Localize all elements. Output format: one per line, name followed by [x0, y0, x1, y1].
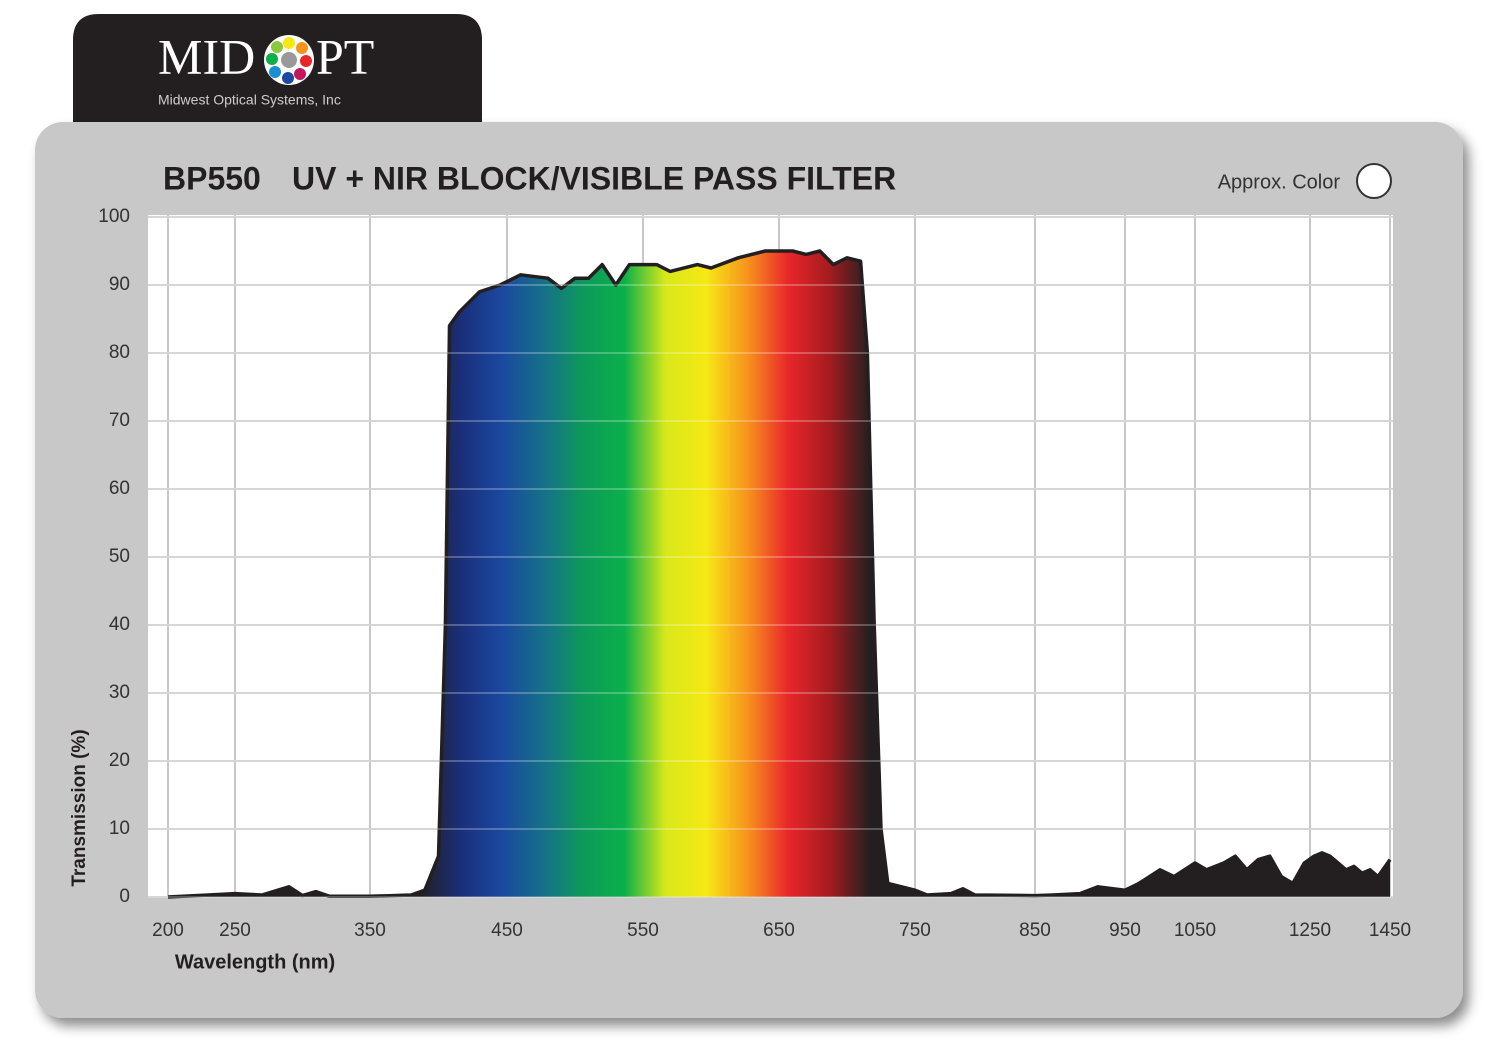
- filter-code: BP550: [163, 160, 261, 196]
- logo-left: MID: [158, 28, 255, 84]
- chart-title: UV + NIR BLOCK/VISIBLE PASS FILTER: [292, 160, 896, 196]
- x-tick-label: 1250: [1289, 920, 1331, 941]
- y-tick-label: 70: [109, 410, 130, 431]
- x-tick-label: 850: [1019, 920, 1051, 941]
- y-tick-label: 30: [109, 682, 130, 703]
- x-tick-label: 950: [1109, 920, 1141, 941]
- x-tick-label: 250: [219, 920, 251, 941]
- line: [167, 249, 1392, 899]
- y-tick-label: 100: [98, 206, 130, 227]
- x-tick-label: 350: [354, 920, 386, 941]
- logo-right: PT: [316, 28, 374, 84]
- color-swatch: [1356, 163, 1392, 199]
- x-tick-label: 200: [152, 920, 184, 941]
- y-tick-label: 80: [109, 342, 130, 363]
- x-tick-label: 1450: [1369, 920, 1411, 941]
- x-tick-label: 450: [491, 920, 523, 941]
- logo-tagline: Midwest Optical Systems, Inc: [158, 92, 341, 108]
- logo-icon: [264, 35, 314, 85]
- x-tick-label: 550: [627, 920, 659, 941]
- y-tick-label: 60: [109, 478, 130, 499]
- x-tick-label: 650: [763, 920, 795, 941]
- y-axis-label: Transmission (%): [69, 729, 90, 886]
- color-note: Approx. Color: [1218, 171, 1341, 193]
- y-tick-label: 0: [119, 886, 130, 907]
- y-tick-label: 90: [109, 274, 130, 295]
- x-tick-label: 1050: [1174, 920, 1216, 941]
- y-tick-label: 50: [109, 546, 130, 567]
- x-axis-label: Wavelength (nm): [175, 951, 335, 973]
- x-tick-label: 750: [899, 920, 931, 941]
- area: [168, 251, 1390, 897]
- y-tick-label: 20: [109, 750, 130, 771]
- y-tick-label: 40: [109, 614, 130, 635]
- y-tick-label: 10: [109, 818, 130, 839]
